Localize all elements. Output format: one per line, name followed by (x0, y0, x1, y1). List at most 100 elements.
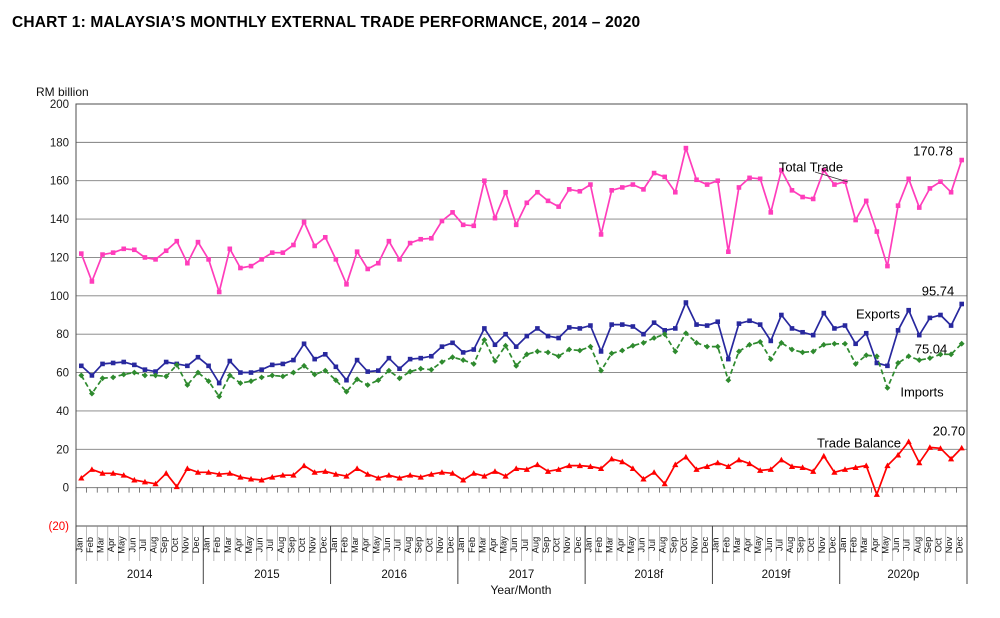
diamond-marker (269, 372, 276, 379)
triangle-marker (364, 471, 371, 477)
square-marker (566, 325, 572, 330)
square-marker (757, 176, 763, 182)
square-marker (789, 188, 795, 193)
square-marker (715, 319, 721, 325)
square-marker (641, 187, 646, 192)
square-marker (354, 357, 360, 363)
y-tick-label: 120 (50, 252, 69, 264)
diamond-marker (279, 373, 286, 380)
triangle-marker (884, 462, 891, 469)
triangle-marker (693, 466, 700, 472)
square-marker (312, 243, 317, 249)
triangle-marker (873, 491, 880, 497)
triangle-marker (788, 463, 796, 470)
square-marker (863, 198, 869, 204)
square-marker (694, 177, 699, 183)
year-label: 2017 (509, 569, 535, 581)
square-marker (535, 189, 540, 195)
month-label: Sep (668, 537, 678, 554)
triangle-marker (417, 473, 424, 480)
month-label: Dec (955, 536, 965, 553)
square-marker (747, 175, 752, 181)
trade-balance-value: 20.70 (933, 424, 966, 439)
square-marker (322, 352, 328, 357)
diamond-marker (820, 341, 827, 348)
exports-value: 95.74 (922, 284, 955, 299)
square-marker (513, 344, 519, 349)
month-label: May (244, 536, 254, 554)
diamond-marker (439, 359, 445, 365)
square-marker (800, 329, 805, 335)
square-marker (216, 289, 222, 295)
diamond-marker (460, 357, 467, 363)
triangle-marker (894, 451, 902, 458)
triangle-marker (269, 473, 276, 480)
triangle-marker (704, 463, 711, 470)
diamond-marker (852, 361, 859, 367)
month-label: Oct (933, 537, 943, 552)
series-line-total-trade (80, 147, 963, 293)
month-label: Feb (339, 537, 349, 553)
month-label: Nov (180, 536, 190, 553)
diamond-marker (237, 380, 244, 386)
month-label: Feb (212, 537, 222, 553)
diamond-marker (778, 339, 785, 346)
square-marker (927, 315, 933, 321)
square-marker (874, 360, 880, 366)
square-marker (333, 257, 339, 262)
diamond-marker (343, 388, 350, 395)
square-marker (206, 257, 211, 262)
square-marker (609, 188, 614, 193)
triangle-marker (237, 473, 244, 480)
square-marker (195, 239, 201, 245)
month-label: Dec (573, 536, 583, 553)
square-marker (821, 310, 827, 316)
year-label: 2018f (634, 569, 664, 581)
month-label: Mar (732, 537, 742, 553)
triangle-marker (735, 456, 743, 463)
y-tick-label: 140 (50, 214, 69, 226)
diamond-marker (173, 361, 180, 368)
triangle-marker (407, 472, 414, 478)
triangle-marker (661, 480, 668, 487)
square-marker (938, 312, 943, 318)
diamond-marker (258, 374, 265, 381)
month-label: Jan (202, 538, 212, 553)
square-marker (832, 326, 837, 331)
triangle-marker (608, 455, 615, 462)
square-marker (863, 330, 869, 336)
triangle-marker (714, 459, 721, 466)
diamond-marker (545, 349, 551, 356)
square-marker (895, 328, 901, 333)
year-label: 2014 (127, 569, 153, 581)
diamond-marker (916, 357, 923, 363)
square-marker (142, 367, 148, 372)
square-marker (651, 320, 657, 325)
month-label: Sep (923, 537, 933, 554)
square-marker (492, 215, 498, 221)
diamond-marker (396, 375, 403, 382)
square-marker (598, 349, 604, 354)
month-label: Sep (414, 537, 424, 554)
square-marker (842, 323, 848, 328)
square-marker (895, 203, 901, 208)
square-marker (418, 355, 424, 361)
square-marker (948, 323, 954, 328)
triangle-marker (916, 459, 923, 466)
month-label: May (880, 536, 890, 554)
diamond-marker (89, 390, 95, 397)
triangle-marker (672, 461, 679, 468)
year-label: 2016 (381, 569, 407, 581)
x-axis-title: Year/Month (491, 583, 552, 597)
diamond-marker (598, 367, 604, 374)
square-marker (842, 179, 848, 184)
y-tick-label: 200 (50, 99, 69, 111)
diamond-marker (831, 340, 838, 347)
diamond-marker (905, 353, 912, 360)
diamond-marker (661, 331, 668, 338)
month-label: Jan (329, 538, 339, 553)
triangle-marker (226, 470, 233, 476)
square-marker (248, 370, 254, 375)
month-label: Mar (477, 537, 487, 553)
square-marker (460, 222, 466, 228)
